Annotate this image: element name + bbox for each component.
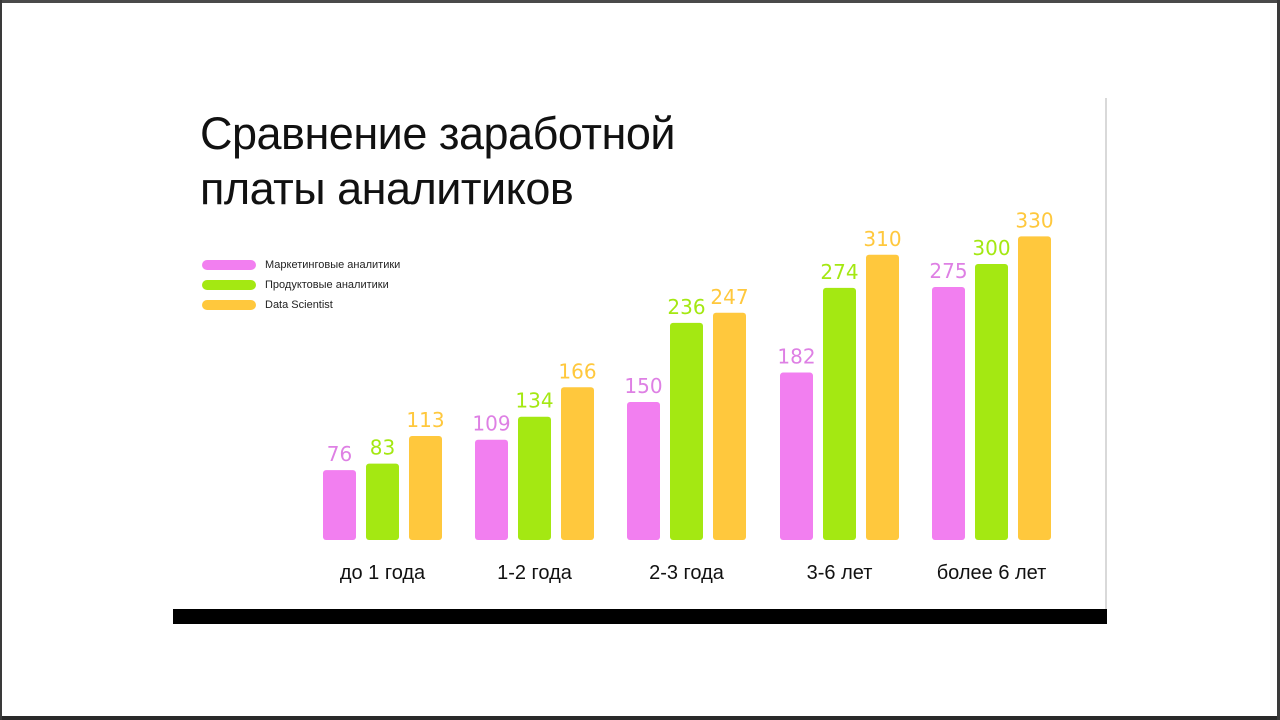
bar-datascience-2	[713, 312, 746, 540]
frame-border-right	[1277, 0, 1280, 720]
category-label-3: 3-6 лет	[807, 562, 873, 584]
legend-label-datascience: Data Scientist	[265, 299, 333, 311]
legend-item-marketing: Маркетинговые аналитики	[202, 255, 400, 275]
data-label-marketing-4: 275	[929, 259, 967, 283]
data-label-product-4: 300	[972, 236, 1010, 260]
chart-title: Сравнение заработной платы аналитиков	[200, 106, 800, 216]
frame-border-top	[0, 0, 1280, 3]
legend-label-product: Продуктовые аналитики	[265, 279, 389, 291]
bar-marketing-0	[323, 470, 356, 540]
bar-datascience-4	[1018, 236, 1051, 540]
legend-item-product: Продуктовые аналитики	[202, 275, 400, 295]
data-label-datascience-0: 113	[406, 408, 444, 432]
category-label-4: более 6 лет	[937, 562, 1047, 584]
bar-product-2	[670, 322, 703, 540]
data-label-product-1: 134	[515, 389, 553, 413]
bar-datascience-3	[866, 254, 899, 541]
data-label-marketing-2: 150	[624, 374, 662, 398]
legend-swatch-marketing	[202, 260, 256, 270]
data-label-product-3: 274	[820, 260, 858, 284]
category-label-1: 1-2 года	[497, 562, 573, 584]
bar-datascience-0	[409, 436, 442, 540]
bar-product-3	[823, 287, 856, 540]
data-label-marketing-1: 109	[472, 412, 510, 436]
bar-product-0	[366, 463, 399, 540]
legend-item-datascience: Data Scientist	[202, 295, 400, 315]
bar-marketing-4	[932, 287, 965, 540]
data-label-product-2: 236	[667, 295, 705, 319]
slide-edge	[1105, 98, 1107, 610]
category-label-2: 2-3 года	[649, 562, 725, 584]
chart-legend: Маркетинговые аналитики Продуктовые анал…	[202, 255, 400, 315]
data-label-marketing-0: 76	[327, 442, 352, 466]
bar-product-4	[975, 264, 1008, 540]
data-label-datascience-4: 330	[1015, 208, 1053, 232]
data-label-product-0: 83	[370, 436, 395, 460]
legend-label-marketing: Маркетинговые аналитики	[265, 259, 401, 271]
chart-title-line-1: Сравнение заработной	[200, 108, 676, 159]
data-label-datascience-1: 166	[558, 359, 596, 383]
frame-border-left	[0, 0, 2, 720]
legend-swatch-datascience	[202, 300, 256, 310]
bar-marketing-2	[627, 402, 660, 540]
bar-datascience-1	[561, 387, 594, 540]
category-label-0: до 1 года	[340, 562, 426, 584]
bar-marketing-3	[780, 372, 813, 540]
frame-border-bottom	[0, 716, 1280, 720]
chart-title-line-2: платы аналитиков	[200, 163, 574, 214]
bar-marketing-1	[475, 439, 508, 540]
bar-product-1	[518, 416, 551, 540]
slide-bottom-bar	[173, 609, 1107, 624]
data-label-datascience-3: 310	[863, 227, 901, 251]
data-label-marketing-3: 182	[777, 345, 815, 369]
data-label-datascience-2: 247	[710, 285, 748, 309]
legend-swatch-product	[202, 280, 256, 290]
